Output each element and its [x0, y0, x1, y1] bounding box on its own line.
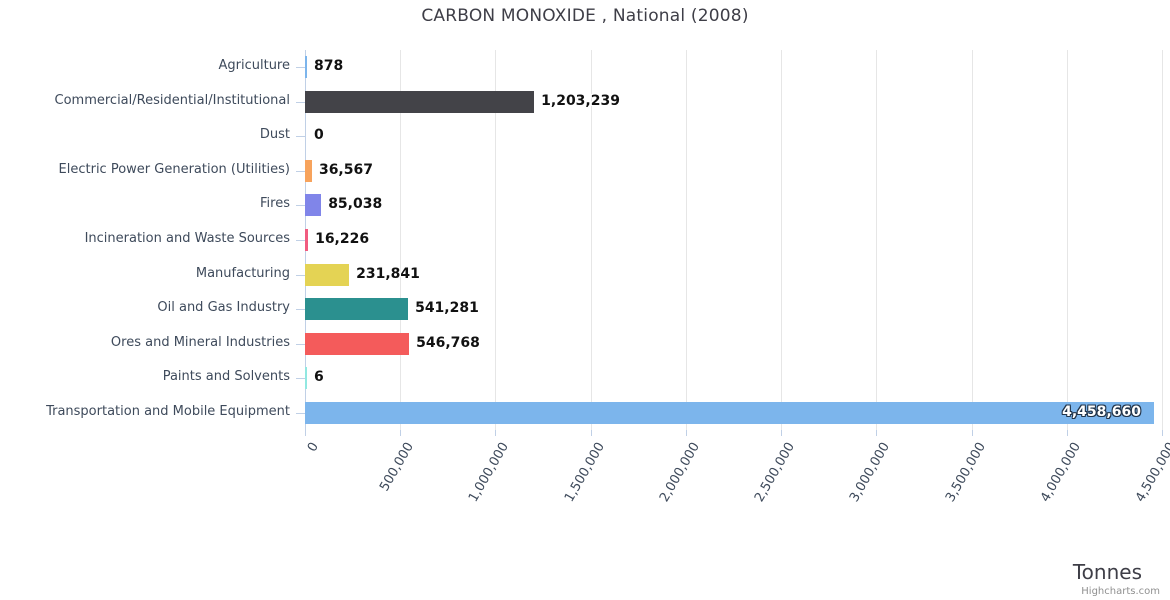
gridline: [495, 50, 497, 430]
x-axis-tick-label: 3,500,000: [942, 440, 989, 505]
x-axis-tick: [876, 430, 878, 436]
x-axis-tick: [1162, 430, 1163, 436]
bar-4[interactable]: [305, 194, 322, 217]
category-label-8: Ores and Mineral Industries: [110, 334, 290, 350]
category-tick: [296, 240, 305, 241]
gridline: [590, 50, 592, 430]
x-axis-tick-label: 4,000,000: [1037, 440, 1084, 505]
category-tick: [296, 344, 305, 345]
category-label-3: Electric Power Generation (Utilities): [58, 161, 290, 177]
category-tick: [296, 136, 305, 137]
category-tick: [296, 171, 305, 172]
data-label-6: 231,841: [356, 265, 420, 282]
gridline: [400, 50, 402, 430]
bar-6[interactable]: [305, 263, 350, 286]
gridline: [1162, 50, 1163, 430]
x-axis-tick-label: 0: [304, 440, 322, 455]
x-axis-tick-label: 3,000,000: [847, 440, 894, 505]
data-label-5: 16,226: [315, 231, 370, 247]
x-axis-tick: [1066, 430, 1068, 436]
category-tick: [296, 102, 305, 103]
category-label-9: Paints and Solvents: [162, 369, 290, 385]
category-tick: [296, 378, 305, 379]
category-tick: [296, 309, 305, 310]
x-axis-tick: [971, 430, 973, 436]
data-label-7: 541,281: [415, 300, 479, 317]
bar-7[interactable]: [305, 298, 409, 321]
category-label-4: Fires: [260, 196, 290, 212]
x-axis-tick-label: 1,500,000: [561, 440, 608, 505]
x-axis-tick-label: 1,000,000: [466, 440, 513, 505]
category-label-7: Oil and Gas Industry: [157, 300, 290, 316]
data-label-3: 36,567: [318, 161, 373, 178]
x-axis-tick-label: 2,500,000: [752, 440, 799, 505]
category-label-0: Agriculture: [218, 58, 291, 74]
category-tick: [296, 275, 305, 276]
bar-10[interactable]: [305, 401, 1155, 424]
gridline: [1066, 50, 1068, 430]
x-axis-tick: [590, 430, 592, 436]
x-axis-tick-label: 500,000: [377, 440, 418, 495]
bar-0[interactable]: [305, 56, 307, 79]
bar-9[interactable]: [305, 367, 307, 390]
category-label-2: Dust: [259, 127, 290, 143]
data-label-9: 6: [314, 369, 324, 386]
data-label-1: 1,203,239: [541, 92, 620, 109]
category-label-10: Transportation and Mobile Equipment: [46, 403, 290, 419]
category-label-1: Commercial/Residential/Institutional: [54, 92, 291, 108]
x-axis-tick-label: 4,500,000: [1132, 440, 1170, 505]
x-axis-title: Tonnes: [1072, 560, 1142, 584]
data-label-10: 4,458,660: [1062, 403, 1141, 420]
chart-title: CARBON MONOXIDE , National (2008): [421, 6, 749, 26]
credits-label: Highcharts.com: [1081, 586, 1160, 597]
bar-1[interactable]: [305, 90, 535, 113]
data-label-0: 878: [314, 58, 344, 75]
x-axis-tick: [685, 430, 687, 436]
gridline: [685, 50, 687, 430]
bar-3[interactable]: [305, 159, 312, 182]
category-tick: [296, 413, 305, 414]
gridline: [971, 50, 973, 430]
category-label-5: Incineration and Waste Sources: [84, 231, 290, 246]
bar-8[interactable]: [305, 332, 410, 355]
data-label-8: 546,768: [416, 334, 480, 351]
data-label-2: 0: [314, 127, 324, 144]
x-axis-tick: [305, 430, 306, 436]
category-label-6: Manufacturing: [195, 265, 290, 281]
gridline: [781, 50, 783, 430]
x-axis-tick: [495, 430, 497, 436]
bar-5[interactable]: [305, 229, 309, 251]
category-tick: [296, 67, 305, 68]
data-label-4: 85,038: [328, 196, 383, 213]
x-axis-tick-label: 2,000,000: [656, 440, 703, 505]
category-tick: [296, 205, 305, 206]
x-axis-tick: [400, 430, 402, 436]
gridline: [876, 50, 878, 430]
x-axis-tick: [781, 430, 783, 436]
